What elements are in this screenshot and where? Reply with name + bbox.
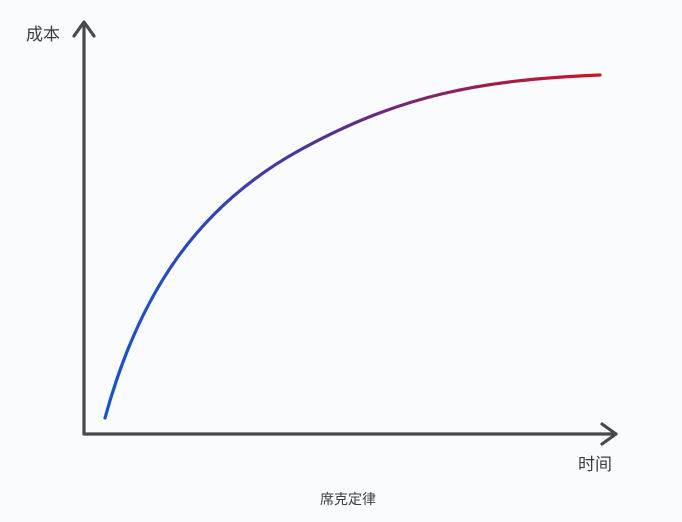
x-axis-arrow-icon bbox=[600, 422, 618, 446]
x-axis-label: 时间 bbox=[578, 455, 612, 475]
y-axis-label: 成本 bbox=[26, 25, 60, 45]
y-axis-arrow-icon bbox=[72, 20, 96, 38]
cost-curve bbox=[103, 73, 602, 420]
y-axis bbox=[72, 20, 96, 436]
x-axis bbox=[82, 422, 618, 446]
diagram-caption: 席克定律 bbox=[320, 492, 376, 508]
